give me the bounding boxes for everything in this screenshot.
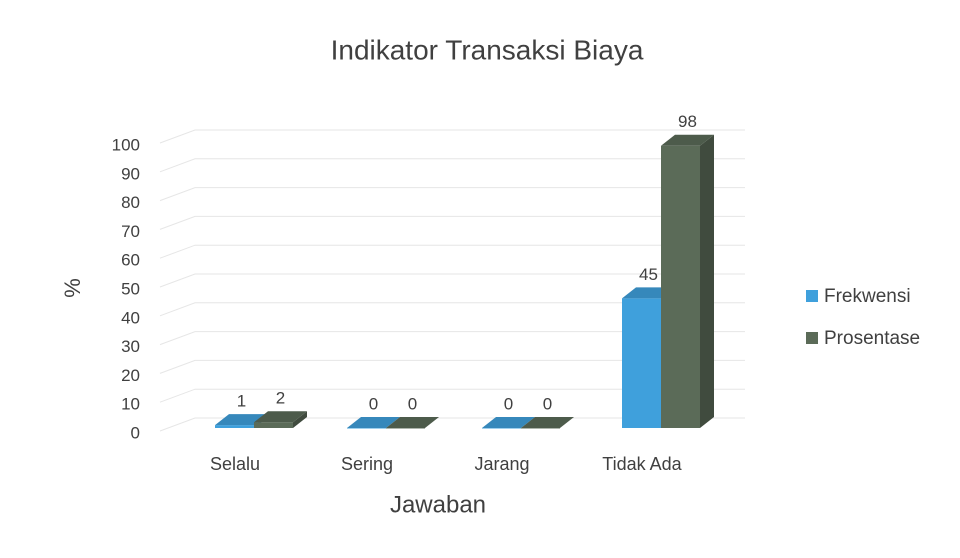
x-tick-label: Sering [341,454,393,474]
grid-line [159,215,745,230]
bar [482,428,521,429]
value-label: 1 [237,392,246,411]
x-tick-label: Jarang [474,454,529,474]
bar-top [347,417,400,428]
y-tick-label: 40 [121,308,140,327]
y-tick-label: 80 [121,193,140,212]
bar [215,425,254,428]
bar-side [293,411,307,428]
value-label: 0 [504,394,513,413]
y-tick-label: 100 [112,135,140,154]
y-tick-label: 30 [121,337,140,356]
x-axis-label: Jawaban [390,491,486,518]
value-label: 0 [543,394,552,413]
bar [521,428,560,429]
chart-title: Indikator Transaksi Biaya [331,34,644,65]
y-tick-label: 10 [121,395,140,414]
grid-line [159,331,745,346]
bar-top [254,411,307,423]
grid-line [159,244,745,259]
grid-line [159,158,745,173]
grid-line [159,359,745,374]
bar [386,428,425,429]
y-tick-label: 50 [121,279,140,298]
bar-top [661,134,714,146]
grid-line [159,388,745,403]
value-label: 0 [369,394,378,413]
grid-line [159,129,745,144]
x-tick-label: Selalu [210,454,260,474]
bar [254,422,293,428]
y-tick-label: 70 [121,222,140,241]
legend-swatch [806,332,818,344]
y-tick-label: 0 [131,423,140,442]
bar-top [482,417,535,428]
value-label: 45 [639,265,658,284]
legend-label: Prosentase [824,328,920,349]
x-tick-label: Tidak Ada [602,454,682,474]
legend-label: Frekwensi [824,286,911,307]
bar [622,298,661,428]
value-label: 0 [408,394,417,413]
grid-line [159,273,745,288]
y-axis-label: % [60,278,85,298]
grid-line [159,302,745,317]
bar-top [521,417,574,428]
bar [347,428,386,429]
y-tick-label: 90 [121,164,140,183]
grid-line [159,187,745,202]
value-label: 2 [276,389,285,408]
value-label: 98 [678,112,697,131]
y-tick-label: 60 [121,251,140,270]
legend-swatch [806,290,818,302]
bar [661,145,700,428]
bar-side [700,134,714,428]
bar-top [386,417,439,428]
y-tick-label: 20 [121,366,140,385]
